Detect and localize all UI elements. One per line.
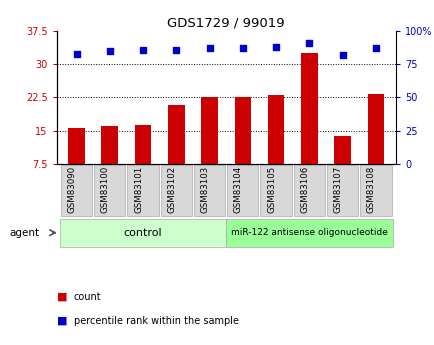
Bar [201, 97, 217, 164]
Bar [367, 94, 383, 164]
Text: count: count [74, 292, 102, 302]
Point [139, 48, 146, 53]
FancyBboxPatch shape [60, 219, 226, 247]
Point [372, 46, 378, 51]
Bar [101, 126, 118, 164]
FancyBboxPatch shape [127, 165, 158, 216]
FancyBboxPatch shape [160, 165, 191, 216]
FancyBboxPatch shape [326, 165, 358, 216]
Point [73, 51, 80, 56]
Text: GSM83105: GSM83105 [266, 166, 276, 213]
Text: ■: ■ [56, 316, 67, 326]
Point [206, 46, 213, 51]
Point [172, 47, 179, 52]
Text: percentile rank within the sample: percentile rank within the sample [74, 316, 238, 326]
Bar [168, 106, 184, 164]
Text: GSM83090: GSM83090 [67, 166, 76, 213]
Text: GSM83101: GSM83101 [134, 166, 143, 213]
FancyBboxPatch shape [61, 165, 92, 216]
Text: control: control [123, 228, 162, 238]
Bar [135, 125, 151, 164]
Text: agent: agent [10, 228, 40, 238]
Bar [300, 53, 317, 164]
Point [106, 48, 113, 54]
Text: GSM83102: GSM83102 [167, 166, 176, 213]
Text: GSM83104: GSM83104 [233, 166, 242, 213]
FancyBboxPatch shape [94, 165, 125, 216]
Bar [267, 95, 284, 164]
Text: GSM83107: GSM83107 [333, 166, 342, 213]
FancyBboxPatch shape [293, 165, 324, 216]
Text: GSM83106: GSM83106 [299, 166, 309, 213]
Bar [234, 97, 250, 164]
Point [239, 46, 246, 51]
Text: miR-122 antisense oligonucleotide: miR-122 antisense oligonucleotide [230, 228, 387, 237]
FancyBboxPatch shape [194, 165, 225, 216]
FancyBboxPatch shape [226, 219, 391, 247]
Text: ■: ■ [56, 292, 67, 302]
Title: GDS1729 / 99019: GDS1729 / 99019 [167, 17, 284, 30]
Point [272, 44, 279, 50]
FancyBboxPatch shape [260, 165, 291, 216]
Text: GSM83103: GSM83103 [200, 166, 209, 213]
Text: GSM83108: GSM83108 [366, 166, 375, 213]
FancyBboxPatch shape [359, 165, 391, 216]
Point [339, 52, 345, 58]
Point [305, 40, 312, 46]
Bar [334, 136, 350, 164]
Text: GSM83100: GSM83100 [101, 166, 109, 213]
Bar [68, 128, 85, 164]
FancyBboxPatch shape [227, 165, 258, 216]
